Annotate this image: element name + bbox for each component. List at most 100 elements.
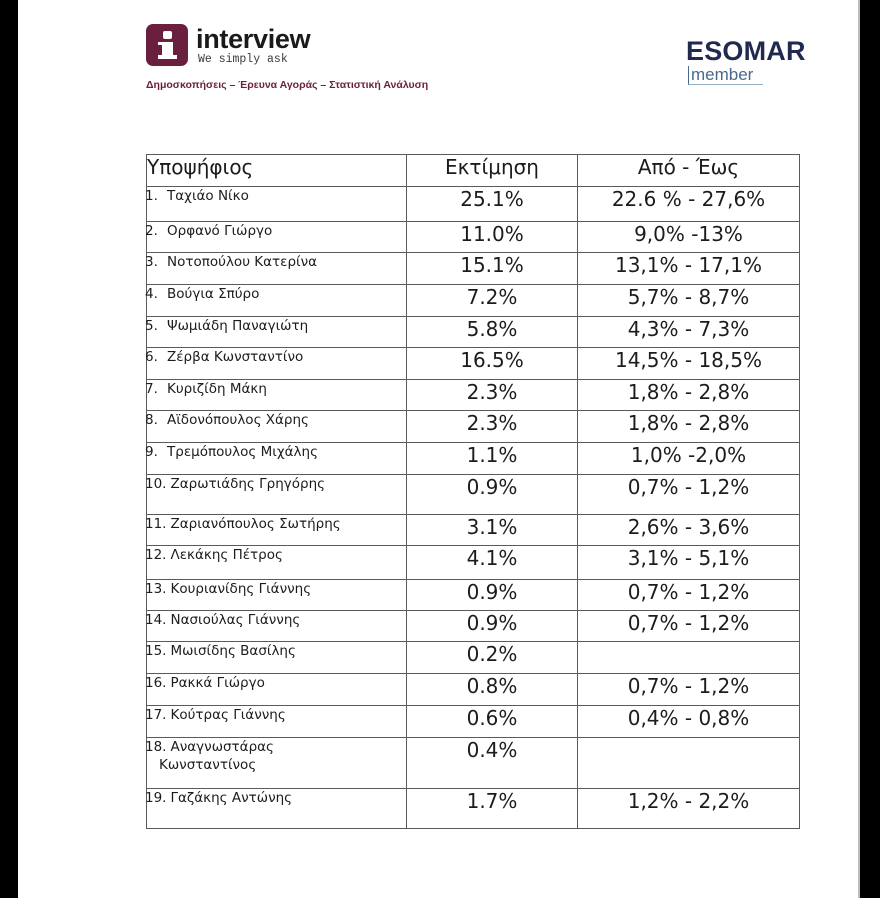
estimate-cell: 2.3% xyxy=(406,410,578,443)
row-number: 5. xyxy=(145,318,158,334)
candidate-name: Νοτοπούλου Κατερίνα xyxy=(167,254,318,270)
table-row: 4. Βούγια Σπύρο 7.2% 5,7% - 8,7% xyxy=(145,284,800,317)
table-row: 15. Μωισίδης Βασίλης 0.2% xyxy=(145,641,800,674)
candidate-name-cell: 5. Ψωμιάδη Παναγιώτη xyxy=(145,316,407,348)
estimate-cell: 0.8% xyxy=(406,673,578,706)
candidate-name: Ορφανό Γιώργο xyxy=(167,223,273,239)
table-row: 6. Ζέρβα Κωνσταντίνο 16.5% 14,5% - 18,5% xyxy=(145,347,800,380)
row-number: 12. xyxy=(145,547,167,563)
candidate-name: Κυριζίδη Μάκη xyxy=(167,381,267,397)
candidate-name-cell: 18. Αναγνωστάρας Κωνσταντίνος xyxy=(145,737,407,789)
candidate-name-cell: 4. Βούγια Σπύρο xyxy=(145,284,407,317)
candidate-name-cell: 6. Ζέρβα Κωνσταντίνο xyxy=(145,347,407,380)
row-number: 17. xyxy=(145,707,167,723)
column-header-range: Από - Έως xyxy=(577,154,800,187)
table-row: 10. Ζαρωτιάδης Γρηγόρης 0.9% 0,7% - 1,2% xyxy=(145,474,800,515)
row-number: 2. xyxy=(145,223,158,239)
estimate-cell: 0.4% xyxy=(406,737,578,789)
candidate-name: Νασιούλας Γιάννης xyxy=(170,612,301,628)
row-number: 13. xyxy=(145,581,167,597)
left-black-border xyxy=(0,0,18,898)
table-row: 3. Νοτοπούλου Κατερίνα 15.1% 13,1% - 17,1… xyxy=(145,252,800,285)
range-cell: 1,0% -2,0% xyxy=(577,442,800,475)
candidate-name: Βούγια Σπύρο xyxy=(167,286,260,302)
candidate-name-cell: 7. Κυριζίδη Μάκη xyxy=(145,379,407,411)
row-number: 3. xyxy=(145,254,158,270)
range-cell: 5,7% - 8,7% xyxy=(577,284,800,317)
range-cell: 0,7% - 1,2% xyxy=(577,474,800,515)
poll-results-table: Υποψήφιος Εκτίμηση Από - Έως 1. Ταχιάο Νί… xyxy=(145,154,800,829)
table-row: 12. Λεκάκης Πέτρος 4.1% 3,1% - 5,1% xyxy=(145,545,800,580)
estimate-cell: 1.1% xyxy=(406,442,578,475)
table-header-row: Υποψήφιος Εκτίμηση Από - Έως xyxy=(146,154,800,187)
table-row: 17. Κούτρας Γιάννης 0.6% 0,4% - 0,8% xyxy=(145,705,800,738)
estimate-cell: 0.9% xyxy=(406,474,578,515)
candidate-name: Λεκάκης Πέτρος xyxy=(170,547,283,563)
row-number: 11. xyxy=(145,516,167,532)
table-row: 9. Τρεμόπουλος Μιχάλης 1.1% 1,0% -2,0% xyxy=(145,442,800,475)
estimate-cell: 2.3% xyxy=(406,379,578,411)
brand-subtitle: Δημοσκοπήσεις – Έρευνα Αγοράς – Στατιστι… xyxy=(146,79,429,91)
range-cell xyxy=(577,641,800,674)
table-row: 1. Ταχιάο Νίκο 25.1% 22.6 % - 27,6% xyxy=(145,186,800,222)
table-row: 18. Αναγνωστάρας Κωνσταντίνος 0.4% xyxy=(145,737,800,789)
table-row: 13. Κουριανίδης Γιάννης 0.9% 0,7% - 1,2% xyxy=(145,579,800,611)
esomar-logo-title: ESOMAR xyxy=(686,36,806,66)
right-black-border xyxy=(860,0,880,898)
estimate-cell: 3.1% xyxy=(406,514,578,546)
candidate-name-cell: 16. Ρακκά Γιώργο xyxy=(145,673,407,706)
candidate-name: Ζέρβα Κωνσταντίνο xyxy=(167,349,304,365)
range-cell: 0,7% - 1,2% xyxy=(577,673,800,706)
row-number: 1. xyxy=(145,188,158,204)
brand-name: interview xyxy=(196,24,311,54)
range-cell: 22.6 % - 27,6% xyxy=(577,186,800,222)
candidate-name: Κουριανίδης Γιάννης xyxy=(170,581,312,597)
candidate-name: Ζαρωτιάδης Γρηγόρης xyxy=(170,476,326,492)
esomar-logo-subtitle: member xyxy=(688,66,764,85)
brand-tagline: We simply ask xyxy=(198,53,288,66)
row-number: 8. xyxy=(145,412,158,428)
table-row: 19. Γαζάκης Αντώνης 1.7% 1,2% - 2,2% xyxy=(145,788,800,829)
candidate-name: Ταχιάο Νίκο xyxy=(167,188,249,204)
row-number: 14. xyxy=(145,612,167,628)
row-number: 4. xyxy=(145,286,158,302)
row-number: 10. xyxy=(145,476,167,492)
range-cell xyxy=(577,737,800,789)
candidate-name: Ζαριανόπουλος Σωτήρης xyxy=(170,516,341,532)
row-number: 19. xyxy=(145,790,167,806)
candidate-name: Αϊδονόπουλος Χάρης xyxy=(167,412,309,428)
candidate-name-cell: 11. Ζαριανόπουλος Σωτήρης xyxy=(145,514,407,546)
candidate-name-cell: 15. Μωισίδης Βασίλης xyxy=(145,641,407,674)
range-cell: 0,7% - 1,2% xyxy=(577,579,800,611)
range-cell: 0,4% - 0,8% xyxy=(577,705,800,738)
candidate-name-cell: 1. Ταχιάο Νίκο xyxy=(145,186,407,222)
candidate-name: Κούτρας Γιάννης xyxy=(170,707,286,723)
interview-logo-icon xyxy=(146,24,188,66)
candidate-name: Αναγνωστάρας xyxy=(170,739,274,755)
estimate-cell: 0.9% xyxy=(406,579,578,611)
row-number: 18. xyxy=(145,739,167,755)
table-row: 2. Ορφανό Γιώργο 11.0% 9,0% -13% xyxy=(145,221,800,253)
candidate-name-cell: 2. Ορφανό Γιώργο xyxy=(145,221,407,253)
candidate-name-cell: 10. Ζαρωτιάδης Γρηγόρης xyxy=(145,474,407,515)
range-cell: 1,8% - 2,8% xyxy=(577,379,800,411)
range-cell: 14,5% - 18,5% xyxy=(577,347,800,380)
row-number: 9. xyxy=(145,444,158,460)
estimate-cell: 0.9% xyxy=(406,610,578,642)
row-number: 7. xyxy=(145,381,158,397)
candidate-name: Γαζάκης Αντώνης xyxy=(170,790,293,806)
estimate-cell: 5.8% xyxy=(406,316,578,348)
range-cell: 1,8% - 2,8% xyxy=(577,410,800,443)
estimate-cell: 4.1% xyxy=(406,545,578,580)
candidate-name-cell: 8. Αϊδονόπουλος Χάρης xyxy=(145,410,407,443)
candidate-name: Ψωμιάδη Παναγιώτη xyxy=(167,318,309,334)
candidate-name-cell: 19. Γαζάκης Αντώνης xyxy=(145,788,407,829)
row-number: 15. xyxy=(145,643,167,659)
column-header-candidate: Υποψήφιος xyxy=(146,154,407,187)
candidate-name: Μωισίδης Βασίλης xyxy=(170,643,296,659)
estimate-cell: 25.1% xyxy=(406,186,578,222)
table-row: 5. Ψωμιάδη Παναγιώτη 5.8% 4,3% - 7,3% xyxy=(145,316,800,348)
candidate-name-cell: 17. Κούτρας Γιάννης xyxy=(145,705,407,738)
table-row: 16. Ρακκά Γιώργο 0.8% 0,7% - 1,2% xyxy=(145,673,800,706)
candidate-name-continued: Κωνσταντίνος xyxy=(159,757,257,773)
